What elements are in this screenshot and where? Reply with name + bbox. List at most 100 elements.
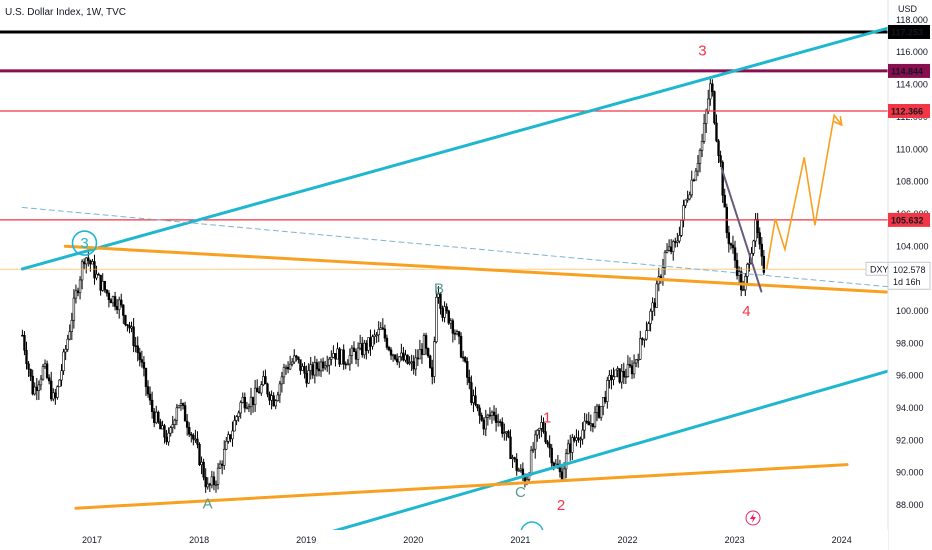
x-tick-label: 2021 [510, 535, 530, 545]
candle [35, 386, 39, 391]
candle [363, 342, 366, 356]
candle [288, 363, 292, 370]
candle [404, 354, 407, 361]
candle [529, 449, 533, 475]
candle [439, 293, 442, 309]
candle [68, 331, 71, 340]
price-level-tag-label: 112.366 [891, 107, 923, 117]
candle [142, 361, 146, 369]
candle [616, 368, 619, 371]
candle [190, 433, 193, 436]
candle [321, 361, 325, 369]
candle [645, 330, 648, 340]
candle [225, 440, 228, 450]
candle [266, 383, 269, 395]
candle [597, 405, 601, 418]
candle [218, 463, 222, 469]
candle [756, 218, 759, 233]
candle [107, 292, 111, 301]
candle [433, 341, 436, 377]
candle [583, 420, 586, 431]
candle [317, 368, 321, 372]
candle [470, 382, 473, 403]
wave-label-3: 3 [80, 235, 88, 252]
candle [663, 251, 667, 268]
candle [618, 368, 621, 383]
projection-path[interactable] [765, 113, 843, 270]
candle [542, 422, 545, 432]
candle [569, 443, 572, 453]
trendline-upper-channel[interactable] [20, 23, 906, 271]
trendline-orange-support[interactable] [63, 244, 906, 294]
candle [276, 394, 279, 401]
price-axis-unit: USD [898, 4, 918, 14]
candle [548, 443, 551, 449]
candle [113, 296, 117, 307]
candle [136, 345, 139, 353]
candle [58, 379, 61, 388]
candle [503, 432, 506, 435]
candle [653, 302, 656, 308]
candle [326, 364, 329, 367]
candle [52, 392, 55, 400]
candle [336, 348, 339, 360]
candle [60, 370, 63, 381]
trendline-grey-down[interactable] [720, 167, 763, 293]
candle [606, 380, 609, 402]
candle [426, 348, 430, 357]
candle [488, 414, 492, 417]
wave-label-A: A [203, 495, 213, 512]
candle [301, 366, 304, 371]
candle [220, 463, 224, 466]
candle [126, 324, 129, 326]
candle [571, 437, 574, 453]
candle [762, 255, 766, 273]
candle [558, 467, 562, 473]
candle [43, 363, 47, 367]
candle [54, 392, 57, 398]
candle [91, 261, 94, 265]
candle [552, 462, 555, 466]
candle [667, 246, 671, 251]
candle [356, 347, 360, 360]
candle [466, 361, 469, 378]
candle [443, 306, 446, 318]
candle [249, 396, 253, 407]
candle [449, 320, 452, 324]
candle [587, 421, 590, 426]
candle [262, 376, 265, 386]
candle [707, 98, 710, 112]
candle [202, 461, 205, 478]
candle [709, 83, 712, 100]
candle [593, 412, 597, 427]
candle [453, 332, 457, 335]
candle [400, 352, 403, 358]
candle [241, 396, 244, 403]
candle [111, 296, 115, 304]
trendline-dashed-trend[interactable] [21, 206, 906, 288]
candle [319, 361, 323, 372]
candle [674, 241, 677, 243]
y-tick-label: 98.000 [896, 338, 924, 348]
candle [365, 342, 368, 351]
candle [735, 259, 739, 276]
candle [414, 357, 417, 370]
candle [196, 438, 199, 445]
candle [295, 355, 298, 358]
candle [97, 273, 100, 276]
candle [620, 370, 623, 383]
candle [358, 343, 362, 349]
candle [408, 362, 411, 364]
y-tick-label: 88.000 [896, 500, 924, 510]
candle [678, 235, 681, 242]
candle [694, 170, 698, 181]
candle [87, 257, 90, 262]
candle [575, 437, 578, 441]
trendline-lower-channel[interactable] [299, 366, 906, 543]
candle [330, 356, 333, 360]
trendline-orange-bottom[interactable] [74, 463, 849, 510]
candle [315, 362, 319, 370]
candle [253, 387, 257, 405]
